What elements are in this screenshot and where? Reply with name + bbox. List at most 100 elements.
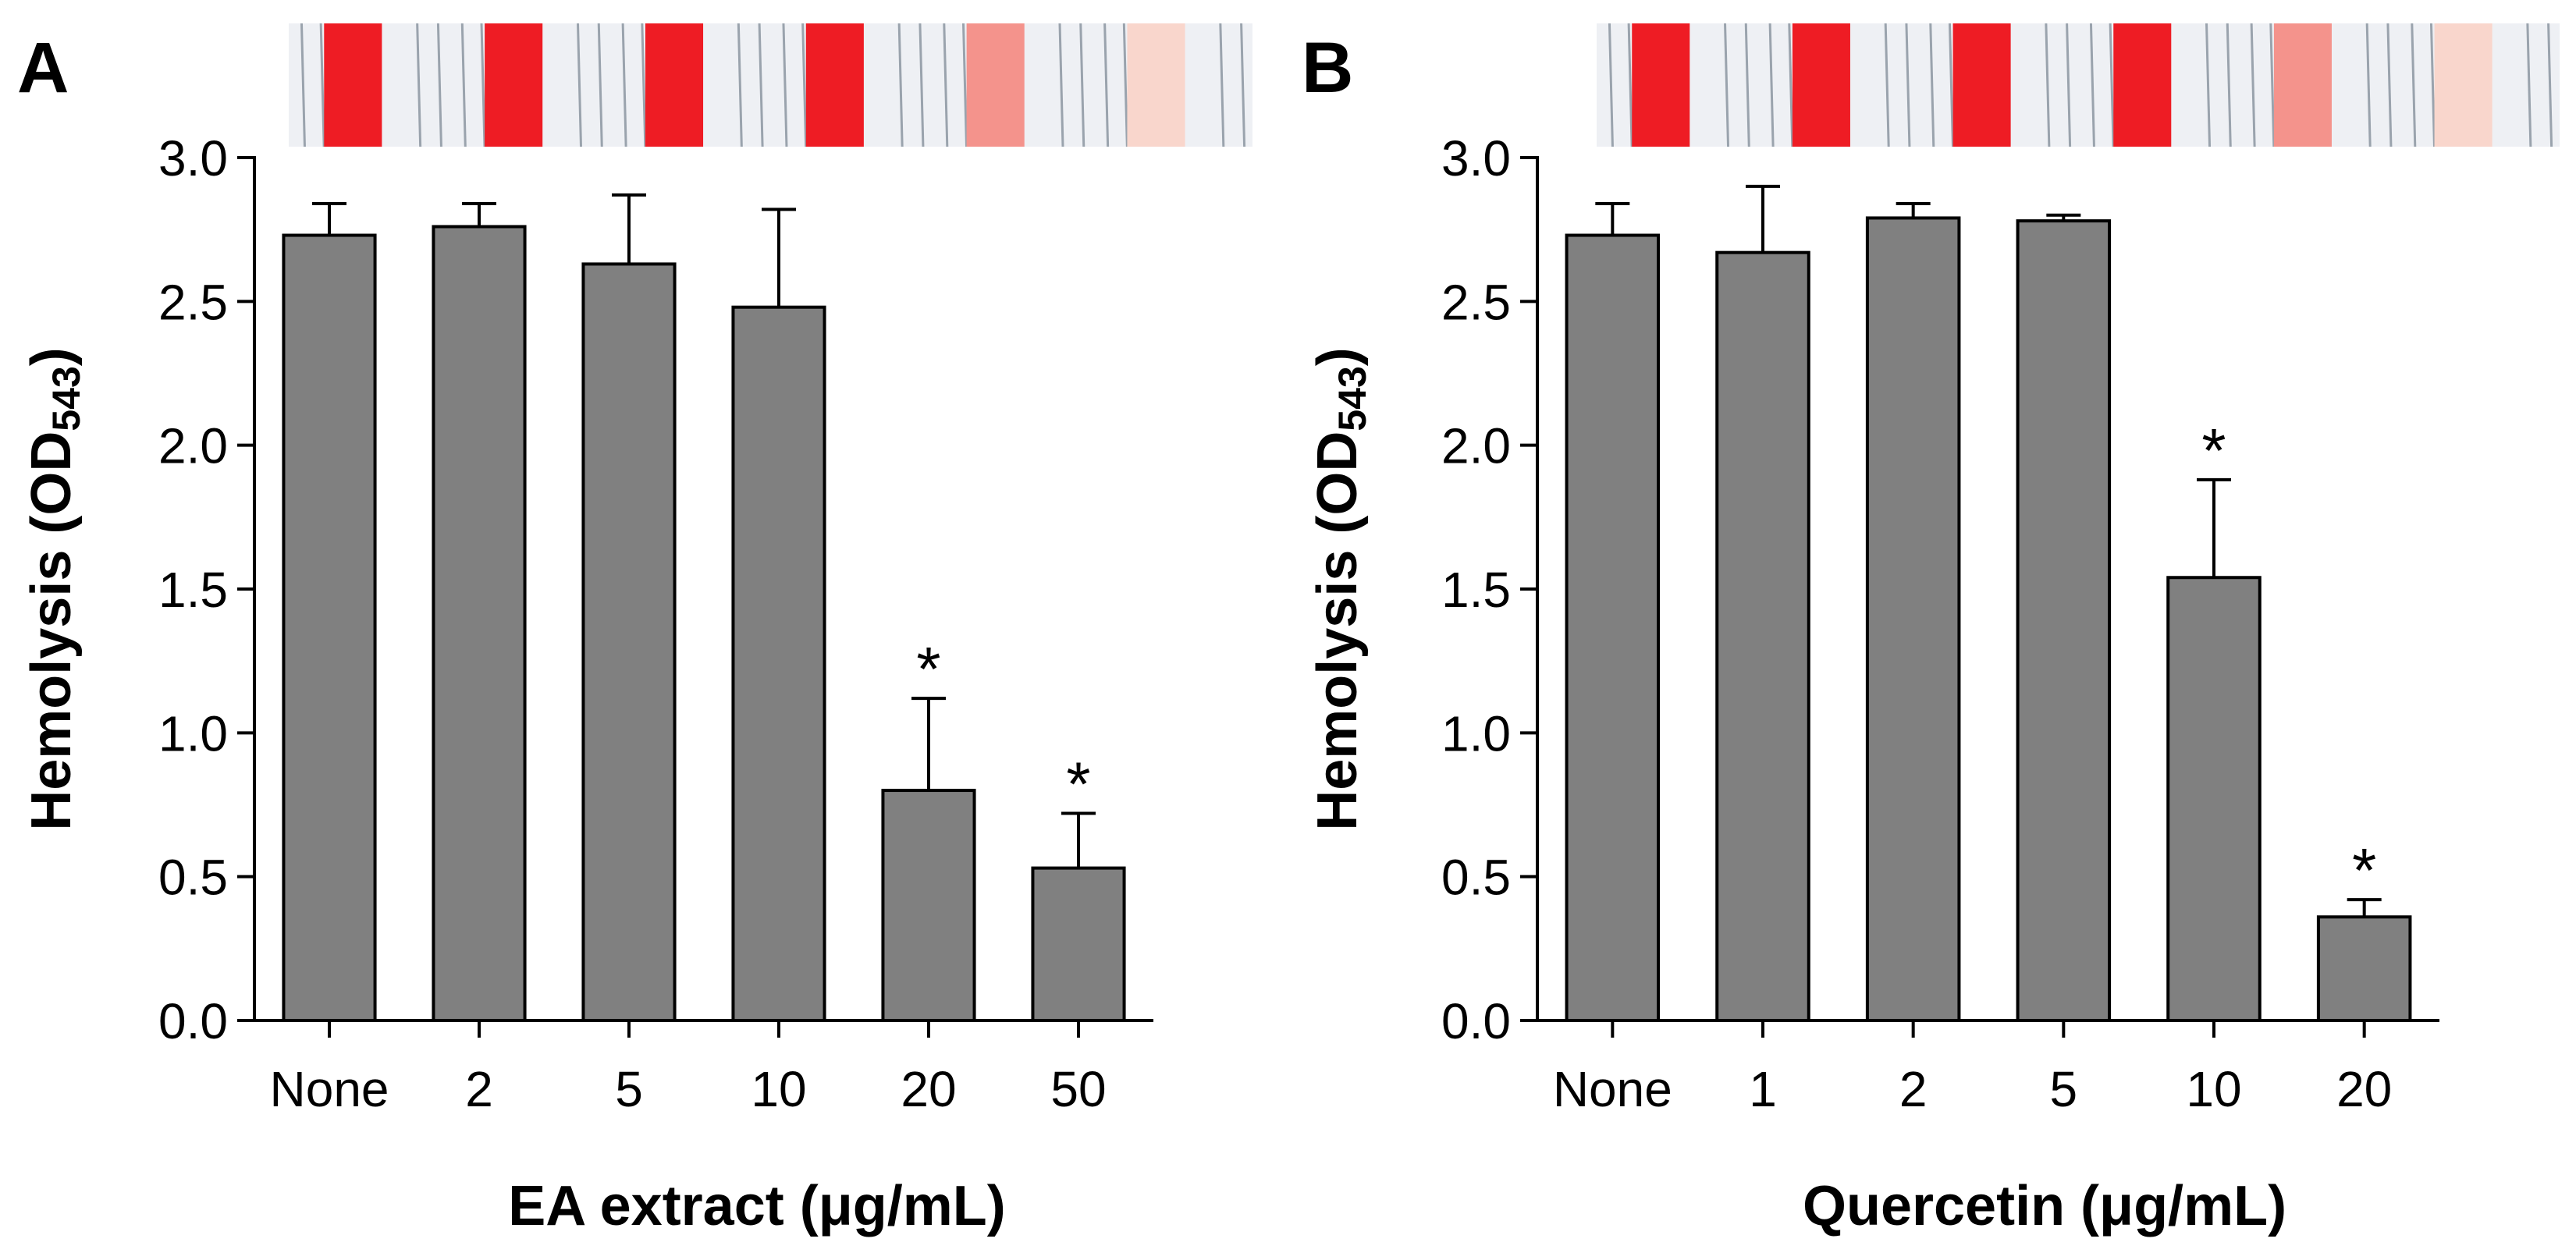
bar-2: [1865, 216, 1961, 1022]
tube-edge: [597, 23, 603, 147]
x-tick-label: 2: [465, 1061, 493, 1117]
y-axis-title-main: Hemolysis (OD: [1306, 431, 1369, 831]
tube-edge: [2365, 23, 2372, 147]
tube-edge: [621, 23, 627, 147]
tube-edge: [801, 23, 808, 147]
tube-liquid-5: [2273, 23, 2332, 147]
y-tick-label: 0.0: [1441, 993, 1511, 1049]
y-tick-label: 1.0: [158, 705, 228, 761]
tube-edge: [2411, 23, 2417, 147]
y-tick-label: 1.0: [1441, 705, 1511, 761]
x-tick-label: 5: [2050, 1061, 2078, 1117]
y-tick-label: 2.5: [158, 274, 228, 330]
bar-2: [432, 225, 527, 1023]
y-tick-label: 0.5: [1441, 850, 1511, 906]
tube-edge: [436, 23, 442, 147]
y-tick-label: 3.0: [158, 130, 228, 186]
y-axis-title-subscript: 543: [44, 366, 88, 431]
panel-letter: A: [17, 28, 69, 108]
tube-edge: [1948, 23, 1954, 147]
tube-edge: [918, 23, 925, 147]
bar-20: [881, 789, 976, 1022]
x-axis-title: EA extract (μg/mL): [508, 1175, 1006, 1237]
tube-edge: [1103, 23, 1110, 147]
x-tick-label: 5: [615, 1061, 643, 1117]
tube-edge: [782, 23, 788, 147]
tube-edge: [2269, 23, 2276, 147]
chart-panel-a: A * * 0.0 0.5 1.0 1.5 2.0 2.5 3.0 None 2 5 10 20 50 Hemo…: [17, 23, 1252, 1237]
tube-liquid-1: [324, 23, 382, 147]
tube-edge: [2429, 23, 2436, 147]
tube-edge: [2526, 23, 2532, 147]
tube-liquid-3: [1952, 23, 2011, 147]
y-axis-title: Hemolysis (OD543): [20, 347, 88, 831]
bar-1: [1715, 250, 1810, 1023]
tube-photo: [289, 23, 1252, 147]
tube-edge: [416, 23, 422, 147]
tube-edge: [2109, 23, 2115, 147]
y-tick-label: 0.5: [158, 850, 228, 906]
y-tick-label: 0.0: [158, 993, 228, 1049]
tube-edge: [897, 23, 904, 147]
x-tick-label: 50: [1050, 1061, 1106, 1117]
tube-edge: [460, 23, 467, 147]
tube-edge: [2066, 23, 2072, 147]
tube-liquid-3: [645, 23, 704, 147]
bar-50: [1031, 866, 1126, 1023]
tube-liquid-6: [1127, 23, 1185, 147]
tube-edge: [737, 23, 743, 147]
tube-edge: [1608, 23, 1614, 147]
tube-edge: [962, 23, 968, 147]
tube-edge: [1884, 23, 1890, 147]
significance-star: *: [2352, 836, 2376, 905]
tube-edge: [2250, 23, 2256, 147]
tube-photo-background: [1597, 23, 2560, 147]
tube-edge: [1058, 23, 1064, 147]
x-tick-label: 20: [2336, 1061, 2392, 1117]
x-tick-label: None: [1553, 1061, 1672, 1117]
x-axis-title: Quercetin (μg/mL): [1803, 1175, 2286, 1237]
y-axis-title-close: ): [20, 347, 83, 366]
tube-edge: [1788, 23, 1794, 147]
tube-liquid-1: [1632, 23, 1690, 147]
tube-liquid-4: [2113, 23, 2172, 147]
tube-liquid-5: [966, 23, 1025, 147]
tube-edge: [2386, 23, 2393, 147]
tube-edge: [1122, 23, 1128, 147]
bar-10: [731, 305, 826, 1022]
tube-edge: [1929, 23, 1935, 147]
x-tick-label: 1: [1749, 1061, 1777, 1117]
significance-star: *: [2201, 416, 2226, 485]
bar-10: [2166, 576, 2262, 1022]
tube-edge: [1627, 23, 1633, 147]
tube-liquid-4: [805, 23, 864, 147]
x-tick-label: None: [270, 1061, 389, 1117]
panel-letter: B: [1302, 28, 1353, 108]
bar-5: [2016, 219, 2112, 1022]
tube-edge: [1079, 23, 1085, 147]
tube-edge: [319, 23, 325, 147]
y-axis-title-close: ): [1306, 347, 1369, 366]
tube-edge: [1768, 23, 1775, 147]
tube-edge: [2089, 23, 2095, 147]
x-tick-label: 10: [751, 1061, 806, 1117]
tube-photo: [1597, 23, 2560, 147]
tube-edge: [758, 23, 764, 147]
bar-20: [2316, 915, 2412, 1023]
tube-edge: [2226, 23, 2232, 147]
y-axis-title-subscript: 543: [1331, 366, 1374, 431]
bar-5: [581, 262, 677, 1022]
tube-edge: [1219, 23, 1225, 147]
y-axis-title: Hemolysis (OD543): [1306, 347, 1374, 831]
y-tick-label: 1.5: [158, 562, 228, 618]
significance-star: *: [916, 634, 940, 704]
tube-edge: [2205, 23, 2212, 147]
tube-edge: [480, 23, 486, 147]
tube-photo-background: [289, 23, 1252, 147]
tube-edge: [300, 23, 306, 147]
chart-panel-b: B * * 0.0 0.5 1.0 1.5 2.0 2.5 3.0 None 1 2 5 10 20 Hemol…: [1302, 23, 2560, 1237]
significance-star: *: [1066, 750, 1090, 819]
tube-edge: [577, 23, 582, 147]
tube-edge: [1905, 23, 1911, 147]
